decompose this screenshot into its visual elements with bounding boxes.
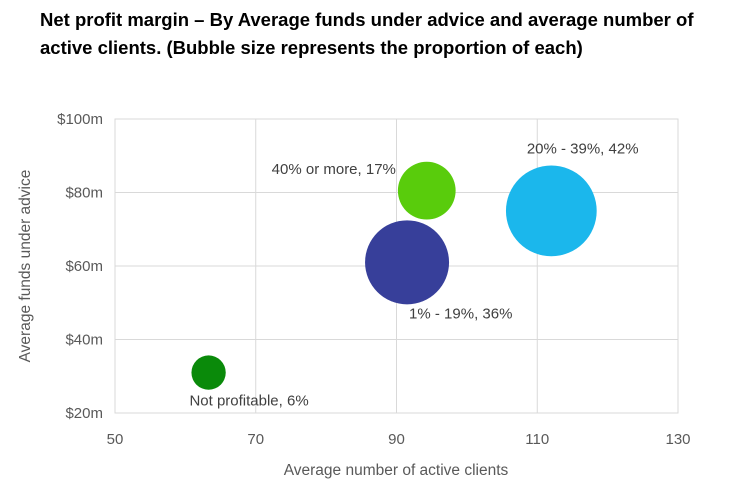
y-tick-label: $60m (65, 258, 103, 275)
y-axis-ticks: $20m $40m $60m $80m $100m (57, 111, 103, 422)
bubble (365, 220, 450, 305)
bubble-label: 1% - 19%, 36% (409, 305, 512, 322)
x-tick-label: 90 (388, 431, 405, 448)
x-axis-ticks: 50 70 90 110 130 (107, 431, 691, 448)
bubble-label: Not profitable, 6% (189, 393, 308, 410)
x-tick-label: 50 (107, 431, 124, 448)
x-tick-label: 70 (247, 431, 264, 448)
bubble-labels: Not profitable, 6% 1% - 19%, 36% 40% or mo… (189, 141, 638, 410)
y-tick-label: $100m (57, 111, 103, 128)
bubble (505, 165, 597, 257)
bubble-label: 40% or more, 17% (272, 161, 396, 178)
bubble-label: 20% - 39%, 42% (527, 141, 639, 158)
bubble (397, 161, 456, 220)
chart-title: Net profit margin – By Average funds und… (40, 9, 694, 58)
y-tick-label: $40m (65, 332, 103, 349)
y-axis-title: Average funds under advice (17, 170, 34, 363)
y-tick-label: $20m (65, 405, 103, 422)
x-tick-label: 110 (525, 431, 549, 448)
bubbles (191, 161, 597, 390)
x-axis-title: Average number of active clients (284, 462, 509, 479)
bubble (191, 355, 226, 390)
y-tick-label: $80m (65, 185, 103, 202)
x-tick-label: 130 (665, 431, 690, 448)
